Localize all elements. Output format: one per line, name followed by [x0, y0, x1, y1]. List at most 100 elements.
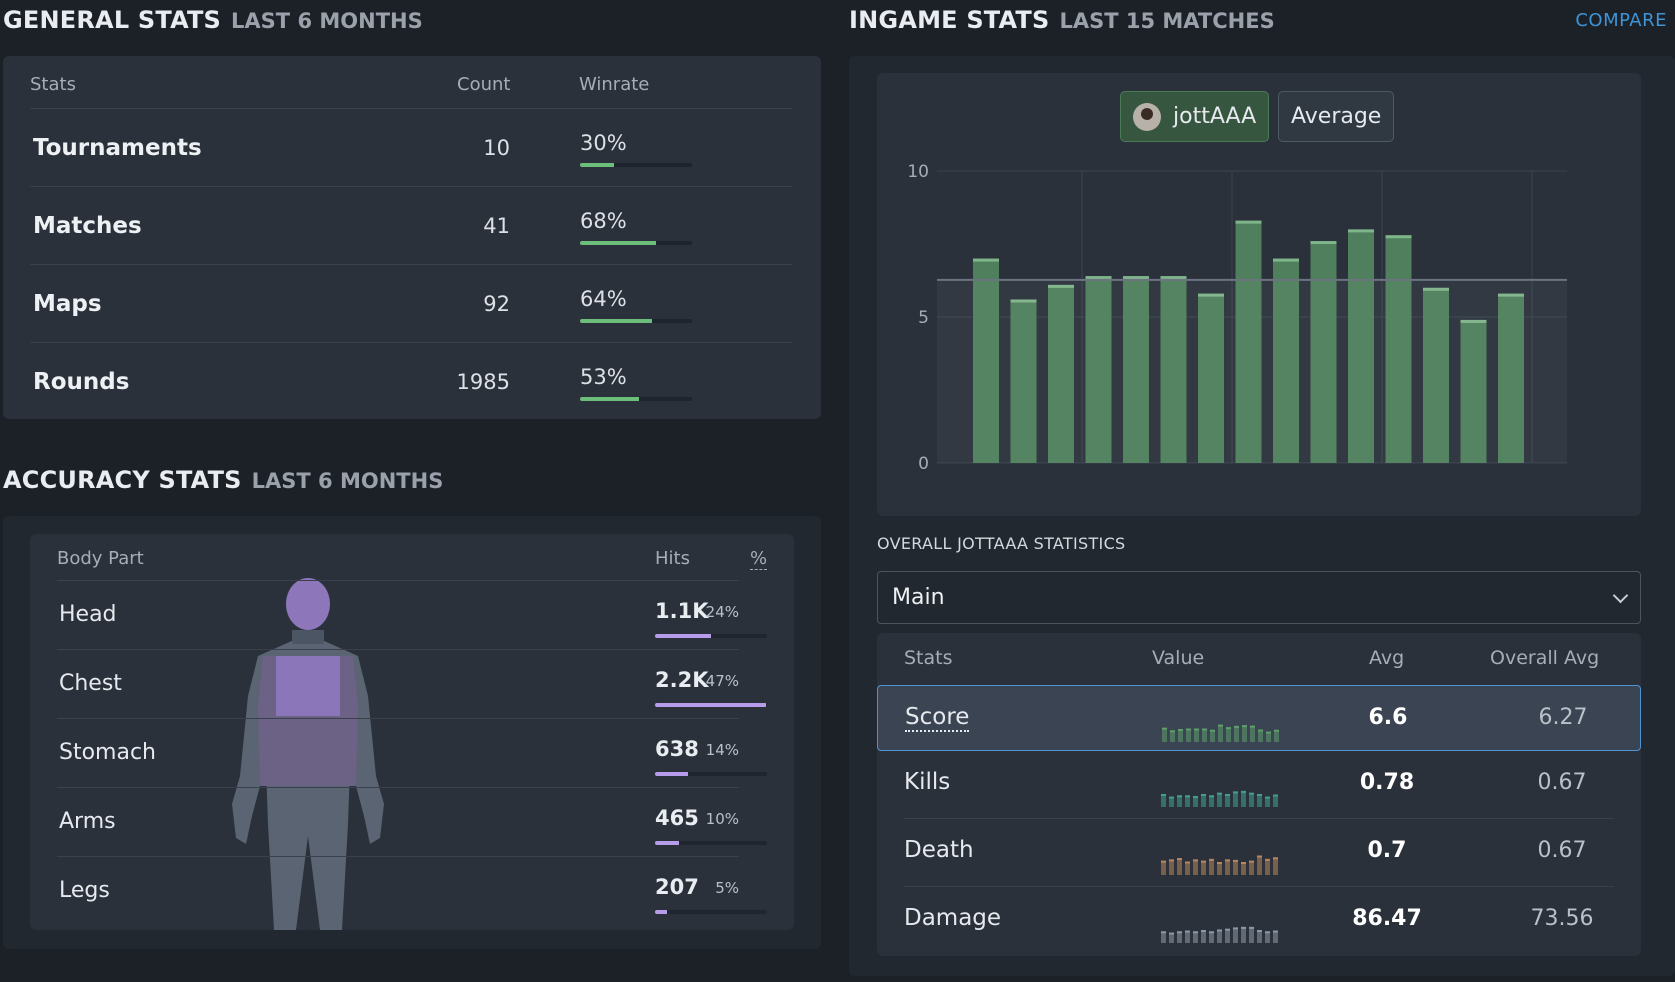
sparkline-bar-cap [1242, 725, 1247, 728]
sparkline-bar [1185, 930, 1190, 943]
sparkline [1161, 855, 1278, 875]
sparkline-bar [1177, 931, 1182, 943]
sparkline-bar [1241, 862, 1246, 875]
sparkline-bar [1177, 858, 1182, 875]
sparkline-bar-cap [1218, 724, 1223, 727]
sparkline-bar-cap [1185, 930, 1190, 933]
table-row[interactable]: Kills 0.78 0.67 [877, 751, 1641, 819]
body-part-hits: 1.1K [655, 599, 709, 623]
sparkline-bar [1225, 859, 1230, 875]
chart-bar [973, 258, 999, 463]
chart-bar-cap [1348, 229, 1374, 233]
general-stats-title: GENERAL STATS [3, 6, 222, 34]
sparkline-bar-cap [1234, 725, 1239, 728]
chart-bar-cap [1498, 293, 1524, 297]
chart-bar [1235, 220, 1262, 463]
sparkline-bar [1226, 727, 1231, 742]
sparkline [1161, 790, 1278, 807]
general-header-winrate: Winrate [579, 74, 650, 95]
sparkline-bar [1257, 930, 1262, 943]
sparkline-bar-cap [1217, 862, 1222, 864]
ingame-stat-avg: 0.7 [1367, 838, 1407, 863]
sparkline-bar [1201, 794, 1206, 807]
sparkline-bar [1161, 931, 1166, 943]
sparkline [1162, 724, 1279, 742]
sparkline-bar [1257, 794, 1262, 807]
winrate-bar-fill [580, 397, 640, 401]
ingame-stats-panel: jottAAA Average 0 5 10 OVERALL JOTTAAA STA… [849, 56, 1675, 976]
sparkline-bar [1209, 858, 1214, 875]
ingame-stat-avg: 86.47 [1352, 906, 1422, 931]
sparkline-bar [1249, 792, 1254, 807]
toggle-average-button[interactable]: Average [1278, 91, 1395, 142]
body-part-percent: 24% [705, 603, 739, 621]
accuracy-header-hits: Hits [655, 548, 690, 569]
sparkline-bar [1274, 729, 1279, 742]
sparkline-bar-cap [1225, 928, 1230, 931]
sparkline-bar-cap [1201, 860, 1206, 863]
table-row: Matches 41 68% [30, 186, 792, 264]
sparkline-bar-cap [1193, 931, 1198, 934]
stat-count: 1985 [456, 370, 510, 394]
table-row[interactable]: Score 6.6 6.27 [877, 685, 1641, 751]
sparkline-bar [1233, 791, 1238, 807]
table-row: Legs 207 5% [57, 856, 767, 925]
winrate-bar [580, 163, 692, 167]
chevron-down-icon [1612, 587, 1629, 604]
sparkline-bar [1193, 931, 1198, 943]
compare-link[interactable]: COMPARE [1575, 10, 1667, 31]
accuracy-stats-header: ACCURACY STATS LAST 6 MONTHS [3, 466, 443, 494]
sparkline-bar-cap [1273, 794, 1278, 797]
body-part-name: Arms [59, 809, 116, 834]
ingame-stat-avg: 0.78 [1359, 770, 1415, 795]
sparkline-bar [1169, 859, 1174, 875]
ingame-stats-title: INGAME STATS [849, 6, 1050, 34]
ingame-stat-name: Kills [904, 769, 951, 795]
stat-winrate: 53% [580, 365, 627, 389]
general-stats-header: GENERAL STATS LAST 6 MONTHS [3, 6, 423, 34]
body-part-name: Stomach [59, 740, 157, 765]
sparkline-bar [1218, 724, 1223, 742]
sparkline-bar-cap [1265, 931, 1270, 934]
sparkline-bar [1257, 855, 1262, 875]
table-row[interactable]: Damage 86.47 73.56 [877, 887, 1641, 955]
body-part-percent: 47% [705, 672, 739, 690]
accuracy-stats-panel: Body Part Hits % Head 1.1K 24% Chest 2.2… [3, 516, 821, 949]
stat-mode-select[interactable]: Main [877, 571, 1641, 624]
winrate-bar [580, 241, 692, 245]
sparkline-bar-cap [1225, 859, 1230, 862]
hits-bar [655, 634, 767, 638]
ingame-stat-overall-avg: 0.67 [1537, 838, 1587, 863]
chart-bar-cap [1460, 319, 1487, 323]
ingame-stats-header: INGAME STATS LAST 15 MATCHES [849, 6, 1275, 34]
sparkline-bar [1177, 795, 1182, 807]
toggle-player-button[interactable]: jottAAA [1120, 91, 1270, 142]
sparkline-bar-cap [1185, 795, 1190, 798]
ingame-stats-subtitle: LAST 15 MATCHES [1059, 9, 1275, 33]
chart-bar [1010, 299, 1037, 463]
player-avatar [1133, 102, 1161, 131]
sparkline-bar [1233, 859, 1238, 875]
sparkline-bar [1185, 861, 1190, 875]
stat-name: Matches [33, 213, 142, 239]
toggle-average-label: Average [1291, 104, 1382, 129]
sparkline-bar-cap [1194, 728, 1199, 731]
y-tick-label: 10 [907, 162, 929, 182]
y-tick-label: 5 [918, 308, 929, 328]
sparkline-bar [1258, 729, 1263, 742]
table-row[interactable]: Death 0.7 0.67 [877, 819, 1641, 887]
sparkline-bar-cap [1177, 858, 1182, 861]
sparkline-bar [1169, 796, 1174, 807]
ingame-stats-table: Stats Value Avg Overall Avg Score 6.6 6.… [877, 633, 1641, 956]
stat-count: 10 [483, 136, 510, 160]
chart-bar-cap [1273, 258, 1299, 262]
sparkline-bar-cap [1170, 730, 1175, 733]
sparkline-bar-cap [1217, 929, 1222, 932]
ingame-header-stats: Stats [904, 647, 953, 669]
sparkline-bar [1241, 926, 1246, 943]
hits-bar-fill [655, 841, 679, 845]
ingame-header-avg: Avg [1369, 647, 1405, 669]
chart-bar [1385, 235, 1412, 463]
body-part-hits: 638 [655, 737, 699, 761]
sparkline-bar-cap [1177, 931, 1182, 934]
